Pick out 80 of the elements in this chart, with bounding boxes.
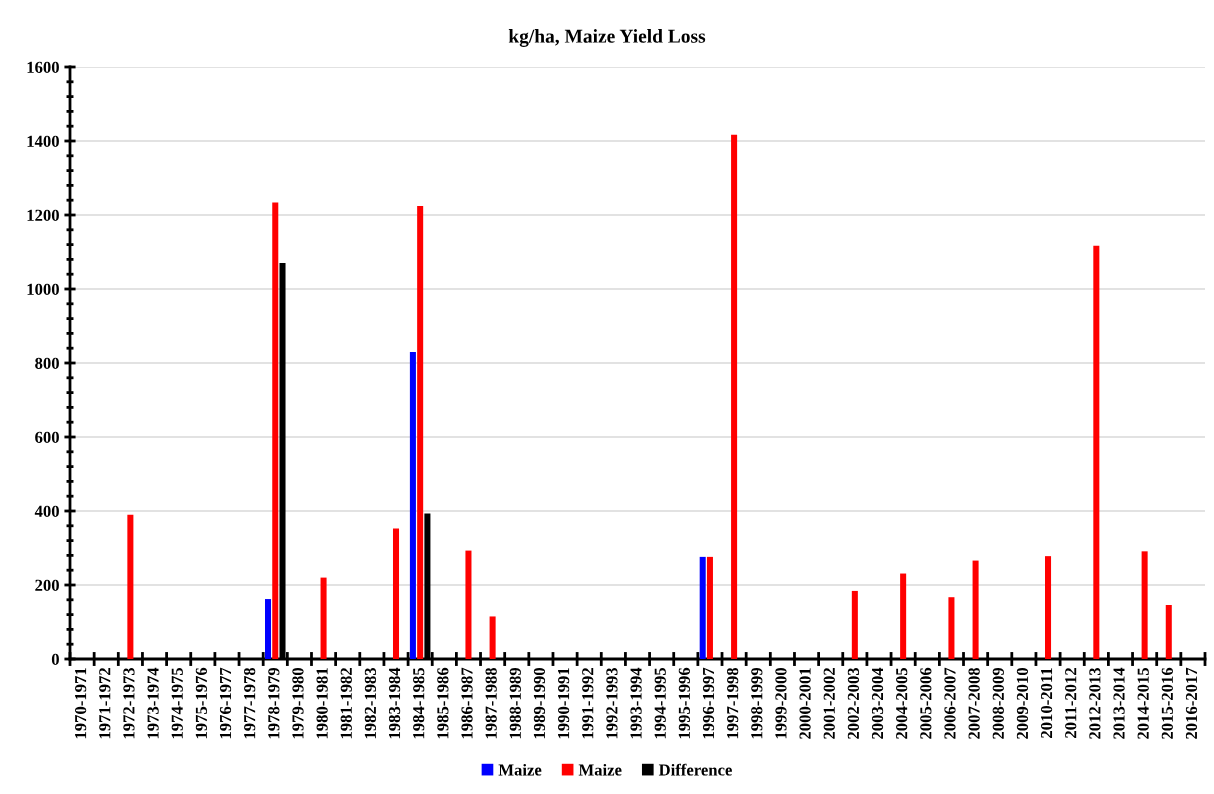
bar (1165, 604, 1172, 659)
bar (1093, 245, 1100, 659)
y-tick-label: 1200 (27, 209, 59, 221)
bar (320, 577, 327, 659)
x-tick-label: 2015-2016 (1161, 667, 1173, 739)
chart-title: kg/ha, Maize Yield Loss (508, 29, 706, 47)
x-tick-label: 2012-2013 (1089, 667, 1101, 739)
x-tick-label: 1980-1981 (316, 668, 328, 739)
x-tick-label: 1996-1997 (702, 667, 715, 739)
x-tick-label: 1984-1985 (413, 667, 425, 739)
x-tick-label: 1995-1996 (678, 667, 690, 739)
x-tick-label: 2000-2001 (799, 668, 811, 739)
x-tick-label: 2013-2014 (1113, 667, 1125, 739)
bar (127, 514, 134, 659)
bar (972, 560, 979, 659)
x-tick-label: 2010-2011 (1040, 668, 1053, 738)
x-tick-label: 2001-2002 (823, 668, 835, 739)
x-tick-label: 2011-2012 (1065, 668, 1077, 738)
bar (851, 590, 858, 659)
y-tick-label: 1600 (27, 61, 59, 73)
x-tick-label: 1986-1987 (461, 667, 473, 739)
x-tick-label: 1985-1986 (437, 667, 449, 739)
bar (1045, 556, 1052, 659)
x-tick-label: 1970-1971 (75, 668, 87, 739)
x-tick-label: 1989-1990 (533, 667, 546, 739)
y-tick-label: 200 (35, 579, 59, 591)
y-tick-label: 400 (34, 505, 59, 517)
x-tick-label: 1999-2000 (775, 667, 787, 739)
x-tick-label: 1990-1991 (557, 668, 570, 739)
bar (272, 202, 279, 659)
x-tick-label: 1993-1994 (630, 667, 642, 739)
x-tick-label: 2005-2006 (920, 667, 932, 739)
legend-label: Maize (498, 763, 542, 776)
x-tick-label: 2007-2008 (968, 667, 980, 739)
bar (731, 134, 738, 659)
y-tick-label: 1400 (27, 135, 59, 147)
bar (900, 573, 907, 659)
x-tick-label: 1974-1975 (171, 667, 183, 739)
bar (409, 351, 416, 659)
bar (948, 597, 955, 659)
x-tick-label: 1976-1977 (219, 667, 232, 739)
y-tick-label: 0 (51, 653, 59, 665)
x-tick-label: 2002-2003 (847, 667, 860, 739)
bar (417, 206, 424, 659)
legend-label: Maize (578, 763, 622, 776)
x-tick-label: 2014-2015 (1137, 667, 1149, 739)
x-tick-label: 1982-1983 (364, 667, 377, 739)
x-tick-label: 2009-2010 (1016, 667, 1029, 739)
x-tick-label: 1975-1976 (195, 667, 207, 739)
x-tick-label: 2008-2009 (992, 667, 1004, 739)
x-tick-label: 1981-1982 (340, 668, 352, 739)
y-tick-label: 800 (35, 357, 59, 369)
x-tick-label: 1988-1989 (509, 667, 521, 739)
bar (489, 616, 496, 659)
x-tick-label: 1991-1992 (582, 668, 594, 739)
bar (699, 556, 706, 659)
bar (265, 599, 272, 659)
x-tick-label: 1978-1979 (268, 667, 280, 739)
x-tick-label: 2006-2007 (944, 667, 956, 739)
x-tick-label: 1983-1984 (388, 667, 401, 739)
y-tick-label: 600 (35, 431, 59, 443)
x-tick-label: 1977-1978 (244, 667, 256, 739)
bar (392, 528, 400, 659)
x-tick-label: 1971-1972 (99, 668, 111, 739)
x-tick-label: 2004-2005 (896, 667, 908, 739)
x-tick-label: 2016-2017 (1185, 667, 1198, 739)
bar (1141, 551, 1148, 659)
x-tick-label: 1972-1973 (123, 667, 135, 739)
y-tick-label: 1000 (27, 283, 59, 295)
x-tick-label: 1992-1993 (606, 667, 618, 739)
x-tick-label: 1998-1999 (751, 667, 763, 739)
x-tick-label: 1979-1980 (292, 667, 304, 739)
bar (706, 556, 713, 659)
x-tick-label: 1973-1974 (147, 667, 159, 739)
x-tick-label: 2003-2004 (871, 667, 884, 739)
legend-label: Difference (658, 763, 732, 776)
x-tick-label: 1994-1995 (654, 667, 666, 739)
x-tick-label: 1987-1988 (485, 667, 497, 739)
x-tick-label: 1997-1998 (727, 667, 739, 739)
bar (465, 550, 472, 659)
